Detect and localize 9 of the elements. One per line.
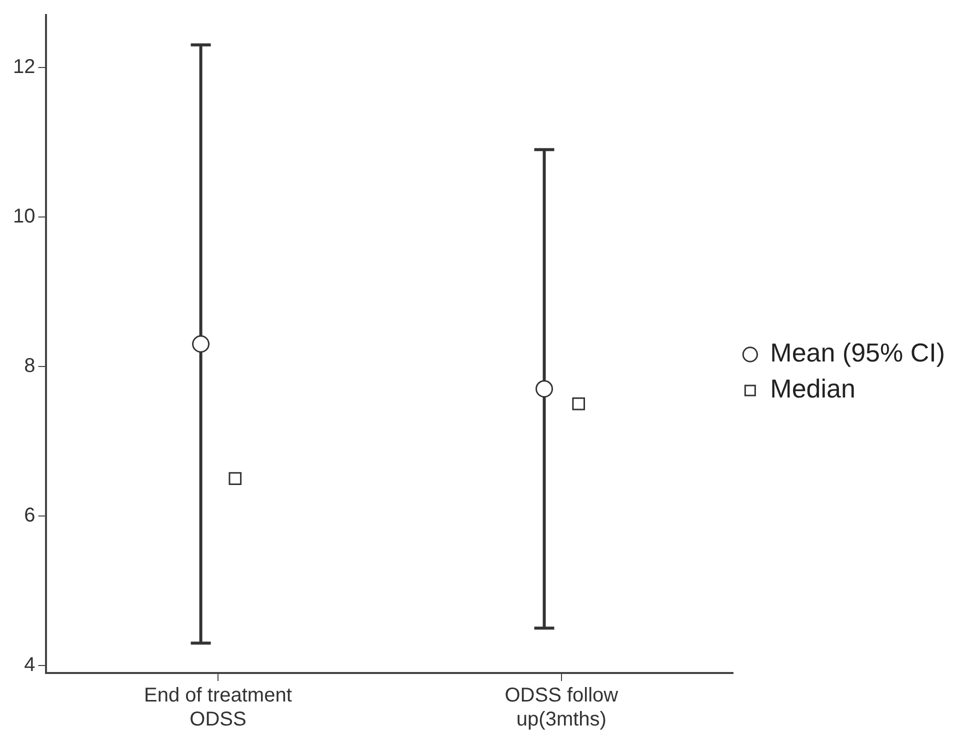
y-tick-label: 4 — [24, 654, 36, 676]
y-tick-label: 12 — [12, 56, 36, 78]
x-tick-label: End of treatment ODSS — [144, 684, 292, 731]
legend-label: Median — [770, 374, 856, 404]
y-tick-label: 8 — [24, 354, 36, 377]
legend-label: Mean (95% CI) — [770, 338, 946, 368]
y-tick-label: 10 — [12, 205, 36, 228]
y-tick-label: 6 — [24, 504, 36, 526]
x-tick-label: ODSS follow up(3mths) — [504, 684, 619, 731]
